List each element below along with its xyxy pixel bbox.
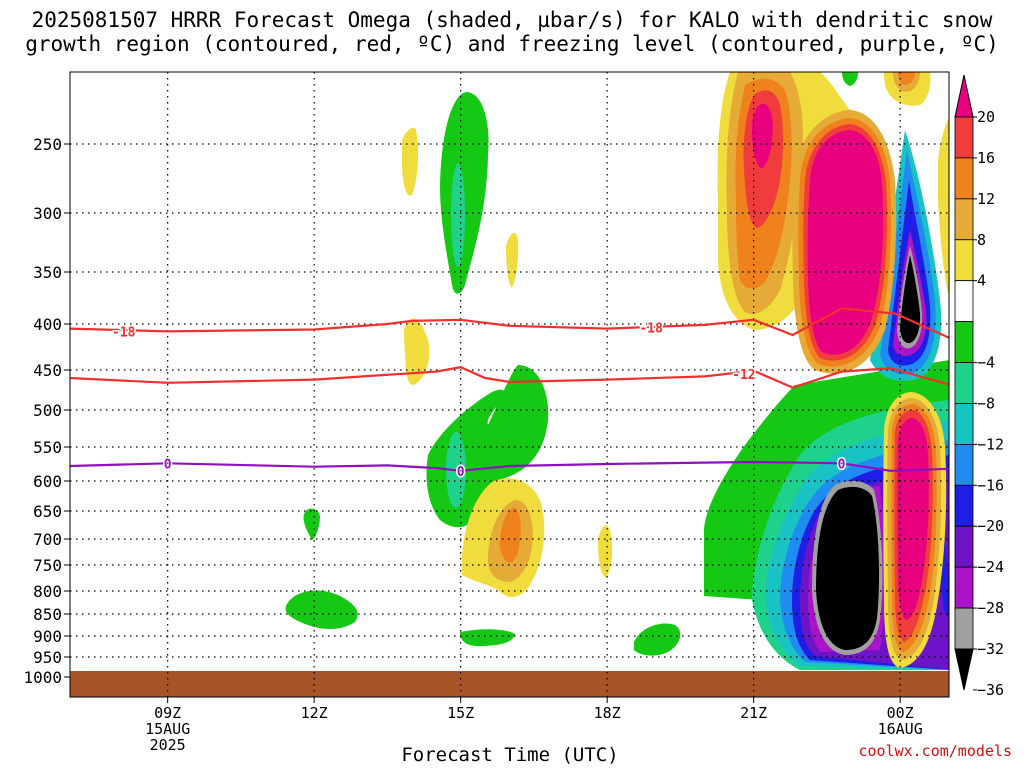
y-tick-label-250: 250	[33, 135, 62, 154]
y-tick-label-550: 550	[33, 438, 62, 457]
colorbar-label-3: 8	[977, 231, 986, 249]
colorbar-label-11: −28	[977, 599, 1004, 617]
y-tick-label-800: 800	[33, 582, 62, 601]
contour-label-0-1: -18	[639, 322, 663, 337]
x-tick-label-9-0: 09Z	[154, 704, 181, 722]
gridlines	[70, 72, 949, 697]
contour-label-2-2: 0	[838, 457, 846, 472]
colorbar-band-0	[954, 116, 974, 159]
colorbar-label-1: 16	[977, 149, 995, 167]
colorbar-label-5: −4	[977, 354, 995, 372]
x-tick-label-15-0: 15Z	[447, 704, 474, 722]
contour-line-2	[69, 460, 950, 472]
colorbar-band-2	[954, 198, 974, 241]
contour-line-1	[69, 366, 950, 389]
colorbar-label-7: −12	[977, 435, 1004, 453]
chart-title-line-2: growth region (contoured, red, ºC) and f…	[25, 32, 999, 56]
colorbar-label-4: 4	[977, 272, 986, 290]
y-tick-label-700: 700	[33, 530, 62, 549]
colorbar-band-5	[954, 321, 974, 363]
colorbar-bottom-arrow	[954, 648, 974, 691]
contour-label-0-0: -18	[112, 325, 136, 340]
colorbar-band-4	[954, 280, 974, 323]
colorbar-band-1	[954, 157, 974, 200]
x-tick-label-9-1: 15AUG	[145, 720, 190, 738]
x-tick-label-9-2: 2025	[150, 736, 186, 754]
warm-areas	[402, 72, 949, 668]
colorbar-band-3	[954, 239, 974, 282]
omega-shading	[70, 72, 949, 697]
colorbar-band-12	[954, 607, 974, 650]
y-tick-label-750: 750	[33, 556, 62, 575]
y-tick-label-350: 350	[33, 263, 62, 282]
ground-layer	[70, 671, 949, 697]
colorbar-label-2: 12	[977, 190, 995, 208]
colorbar-band-6	[954, 362, 974, 404]
y-tick-label-300: 300	[33, 204, 62, 223]
site-credit: coolwx.com/models	[858, 742, 1012, 760]
colorbar-band-8	[954, 443, 974, 486]
colorbar: 20 16 12 8 4 −4 −8 −12 −16 −20 −24 −28 −32 −36	[954, 74, 1004, 699]
y-tick-label-950: 950	[33, 648, 62, 667]
colorbar-band-9	[954, 484, 974, 527]
x-tick-label-24-1: 16AUG	[878, 720, 923, 738]
y-tick-label-500: 500	[33, 401, 62, 420]
y-tick-label-450: 450	[33, 361, 62, 380]
x-tick-label-24-0: 00Z	[887, 704, 914, 722]
x-tick-label-21-0: 21Z	[740, 704, 767, 722]
contour-label-2-1: 0	[457, 465, 465, 480]
plot-frame	[69, 71, 950, 698]
colorbar-label-6: −8	[977, 394, 995, 412]
colorbar-label-13: −36	[977, 681, 1004, 699]
colorbar-label-9: −20	[977, 517, 1004, 535]
y-tick-label-400: 400	[33, 315, 62, 334]
chart-title-line-1: 2025081507 HRRR Forecast Omega (shaded, …	[31, 8, 993, 32]
pressure-axis: 250 300 350 400 450 500 550 600 650 700 750 800 850 9…	[23, 135, 70, 687]
x-tick-label-18-0: 18Z	[594, 704, 621, 722]
colorbar-label-12: −32	[977, 640, 1004, 658]
x-tick-label-12-0: 12Z	[301, 704, 328, 722]
colorbar-top-arrow	[954, 74, 974, 118]
y-tick-label-1000: 1000	[23, 668, 62, 687]
colorbar-band-10	[954, 525, 974, 568]
temperature-contours: -18 -18 -12 0 0 0	[69, 307, 950, 481]
colorbar-band-11	[954, 566, 974, 609]
y-tick-label-600: 600	[33, 472, 62, 491]
contour-line-0	[69, 307, 950, 339]
colorbar-label-10: −24	[977, 558, 1004, 576]
colorbar-label-8: −16	[977, 476, 1004, 494]
contour-label-2-0: 0	[164, 457, 172, 472]
colorbar-label-0: 20	[977, 108, 995, 126]
colorbar-band-7	[954, 403, 974, 445]
x-axis-title: Forecast Time (UTC)	[401, 744, 619, 766]
y-tick-label-900: 900	[33, 627, 62, 646]
y-tick-label-650: 650	[33, 502, 62, 521]
y-tick-label-850: 850	[33, 605, 62, 624]
contour-label-1-0: -12	[732, 368, 755, 383]
